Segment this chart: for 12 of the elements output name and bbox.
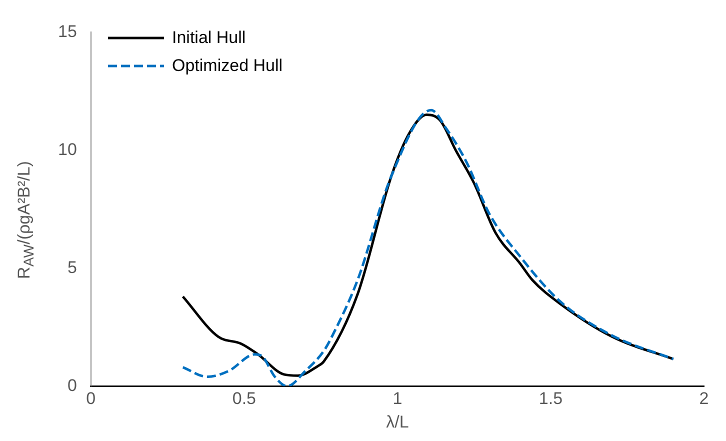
x-tick-label: 2: [699, 389, 709, 408]
x-tick-label: 0.5: [232, 389, 256, 408]
x-tick-label: 0: [86, 389, 96, 408]
y-tick-label: 10: [58, 140, 77, 159]
y-tick-label: 5: [67, 258, 77, 277]
x-tick-label: 1: [392, 389, 402, 408]
y-tick-label: 0: [67, 376, 77, 395]
y-tick-label: 15: [58, 22, 77, 41]
x-axis-title: λ/L: [386, 412, 409, 432]
legend-label: Optimized Hull: [172, 56, 283, 76]
legend-label: Initial Hull: [172, 28, 246, 48]
x-tick-label: 1.5: [538, 389, 563, 408]
